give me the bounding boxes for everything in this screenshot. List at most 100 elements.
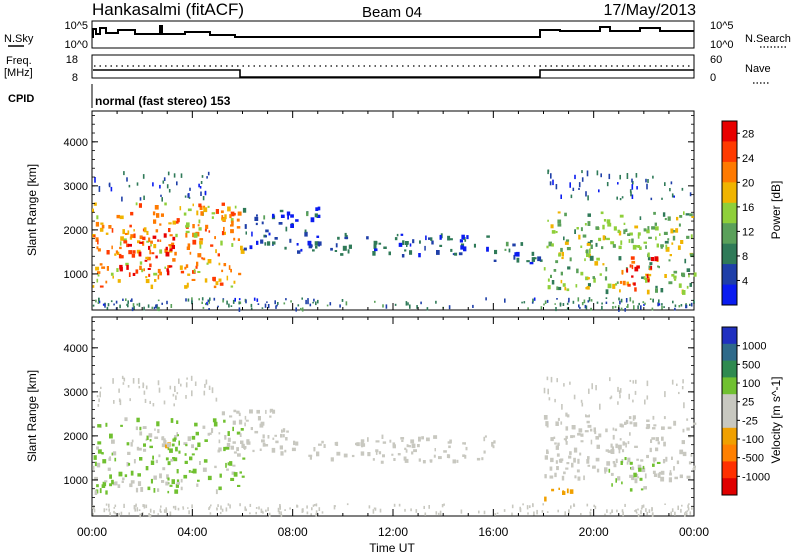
- data-cell: [555, 231, 558, 234]
- data-cell: [565, 439, 567, 442]
- data-cell: [610, 449, 615, 454]
- data-cell: [635, 379, 637, 384]
- data-cell: [311, 507, 313, 511]
- data-cell: [163, 438, 166, 444]
- data-cell: [238, 272, 242, 276]
- data-cell: [120, 511, 123, 515]
- data-cell: [635, 511, 638, 514]
- data-cell: [238, 301, 240, 305]
- data-cell: [168, 265, 173, 268]
- colorbar-tick-label: -25: [742, 415, 758, 427]
- data-cell: [401, 254, 405, 258]
- data-cell: [308, 244, 313, 249]
- colorbar-tick-label: 12: [742, 226, 754, 238]
- data-cell: [662, 212, 666, 217]
- data-cell: [615, 478, 617, 483]
- data-cell: [559, 302, 562, 306]
- data-cell: [251, 231, 253, 237]
- data-cell: [215, 281, 219, 286]
- data-cell: [233, 212, 236, 216]
- data-cell: [112, 481, 117, 486]
- data-cell: [175, 233, 178, 238]
- data-cell: [617, 401, 619, 405]
- data-cell: [626, 281, 629, 286]
- data-cell: [691, 507, 693, 510]
- data-cell: [237, 453, 241, 457]
- data-cell: [504, 248, 507, 251]
- data-cell: [106, 250, 110, 255]
- data-cell: [494, 513, 497, 516]
- data-cell: [602, 263, 605, 266]
- data-cell: [210, 244, 214, 247]
- data-cell: [234, 297, 236, 302]
- data-cell: [159, 473, 162, 479]
- data-cell: [678, 391, 680, 395]
- data-cell: [175, 446, 178, 452]
- data-cell: [403, 456, 407, 461]
- data-cell: [646, 229, 650, 234]
- data-cell: [516, 257, 520, 263]
- data-cell: [236, 226, 241, 229]
- data-cell: [652, 470, 656, 474]
- data-cell: [164, 202, 167, 206]
- data-cell: [632, 244, 637, 250]
- data-cell: [448, 445, 451, 449]
- data-cell: [687, 507, 690, 511]
- data-cell: [308, 454, 313, 457]
- data-cell: [429, 459, 433, 462]
- data-cell: [633, 282, 636, 286]
- data-cell: [218, 486, 222, 491]
- data-cell: [565, 239, 570, 242]
- data-cell: [418, 253, 421, 258]
- data-cell: [472, 304, 474, 308]
- data-cell: [118, 512, 120, 517]
- data-cell: [587, 195, 589, 201]
- data-cell: [668, 281, 673, 285]
- data-cell: [173, 403, 175, 407]
- data-cell: [642, 301, 645, 304]
- data-cell: [558, 487, 560, 490]
- data-cell: [206, 176, 208, 179]
- data-cell: [99, 391, 101, 398]
- data-cell: [627, 233, 631, 236]
- data-cell: [93, 202, 97, 206]
- data-cell: [174, 505, 177, 511]
- nsky-trace: [92, 25, 694, 38]
- data-cell: [138, 302, 141, 307]
- data-cell: [629, 189, 632, 193]
- data-cell: [198, 227, 202, 231]
- data-cell: [185, 264, 189, 268]
- data-cell: [157, 268, 161, 274]
- data-cell: [583, 475, 585, 481]
- data-cell: [690, 302, 693, 307]
- data-cell: [136, 303, 139, 306]
- data-cell: [169, 385, 172, 390]
- data-cell: [436, 250, 440, 255]
- data-cell: [653, 473, 658, 477]
- data-cell: [92, 304, 95, 307]
- data-cell: [562, 491, 566, 495]
- data-cell: [246, 441, 251, 445]
- nsearch-label: N.Search: [745, 33, 791, 45]
- data-cell: [345, 301, 348, 306]
- data-cell: [208, 507, 210, 510]
- data-cell: [124, 232, 128, 235]
- data-cell: [560, 247, 563, 252]
- data-cell: [631, 476, 635, 481]
- data-cell: [580, 399, 583, 403]
- data-cell: [155, 229, 159, 233]
- data-cell: [435, 300, 437, 304]
- data-cell: [428, 505, 430, 509]
- data-cell: [297, 250, 301, 254]
- data-cell: [389, 439, 392, 443]
- data-cell: [230, 224, 234, 227]
- data-cell: [203, 390, 206, 396]
- data-cell: [682, 428, 685, 433]
- data-cell: [232, 420, 236, 425]
- data-cell: [476, 457, 481, 461]
- data-cell: [180, 173, 183, 178]
- data-cell: [555, 460, 558, 464]
- y-tick-label: 1000: [64, 475, 88, 487]
- data-cell: [635, 173, 638, 178]
- data-cell: [220, 210, 224, 214]
